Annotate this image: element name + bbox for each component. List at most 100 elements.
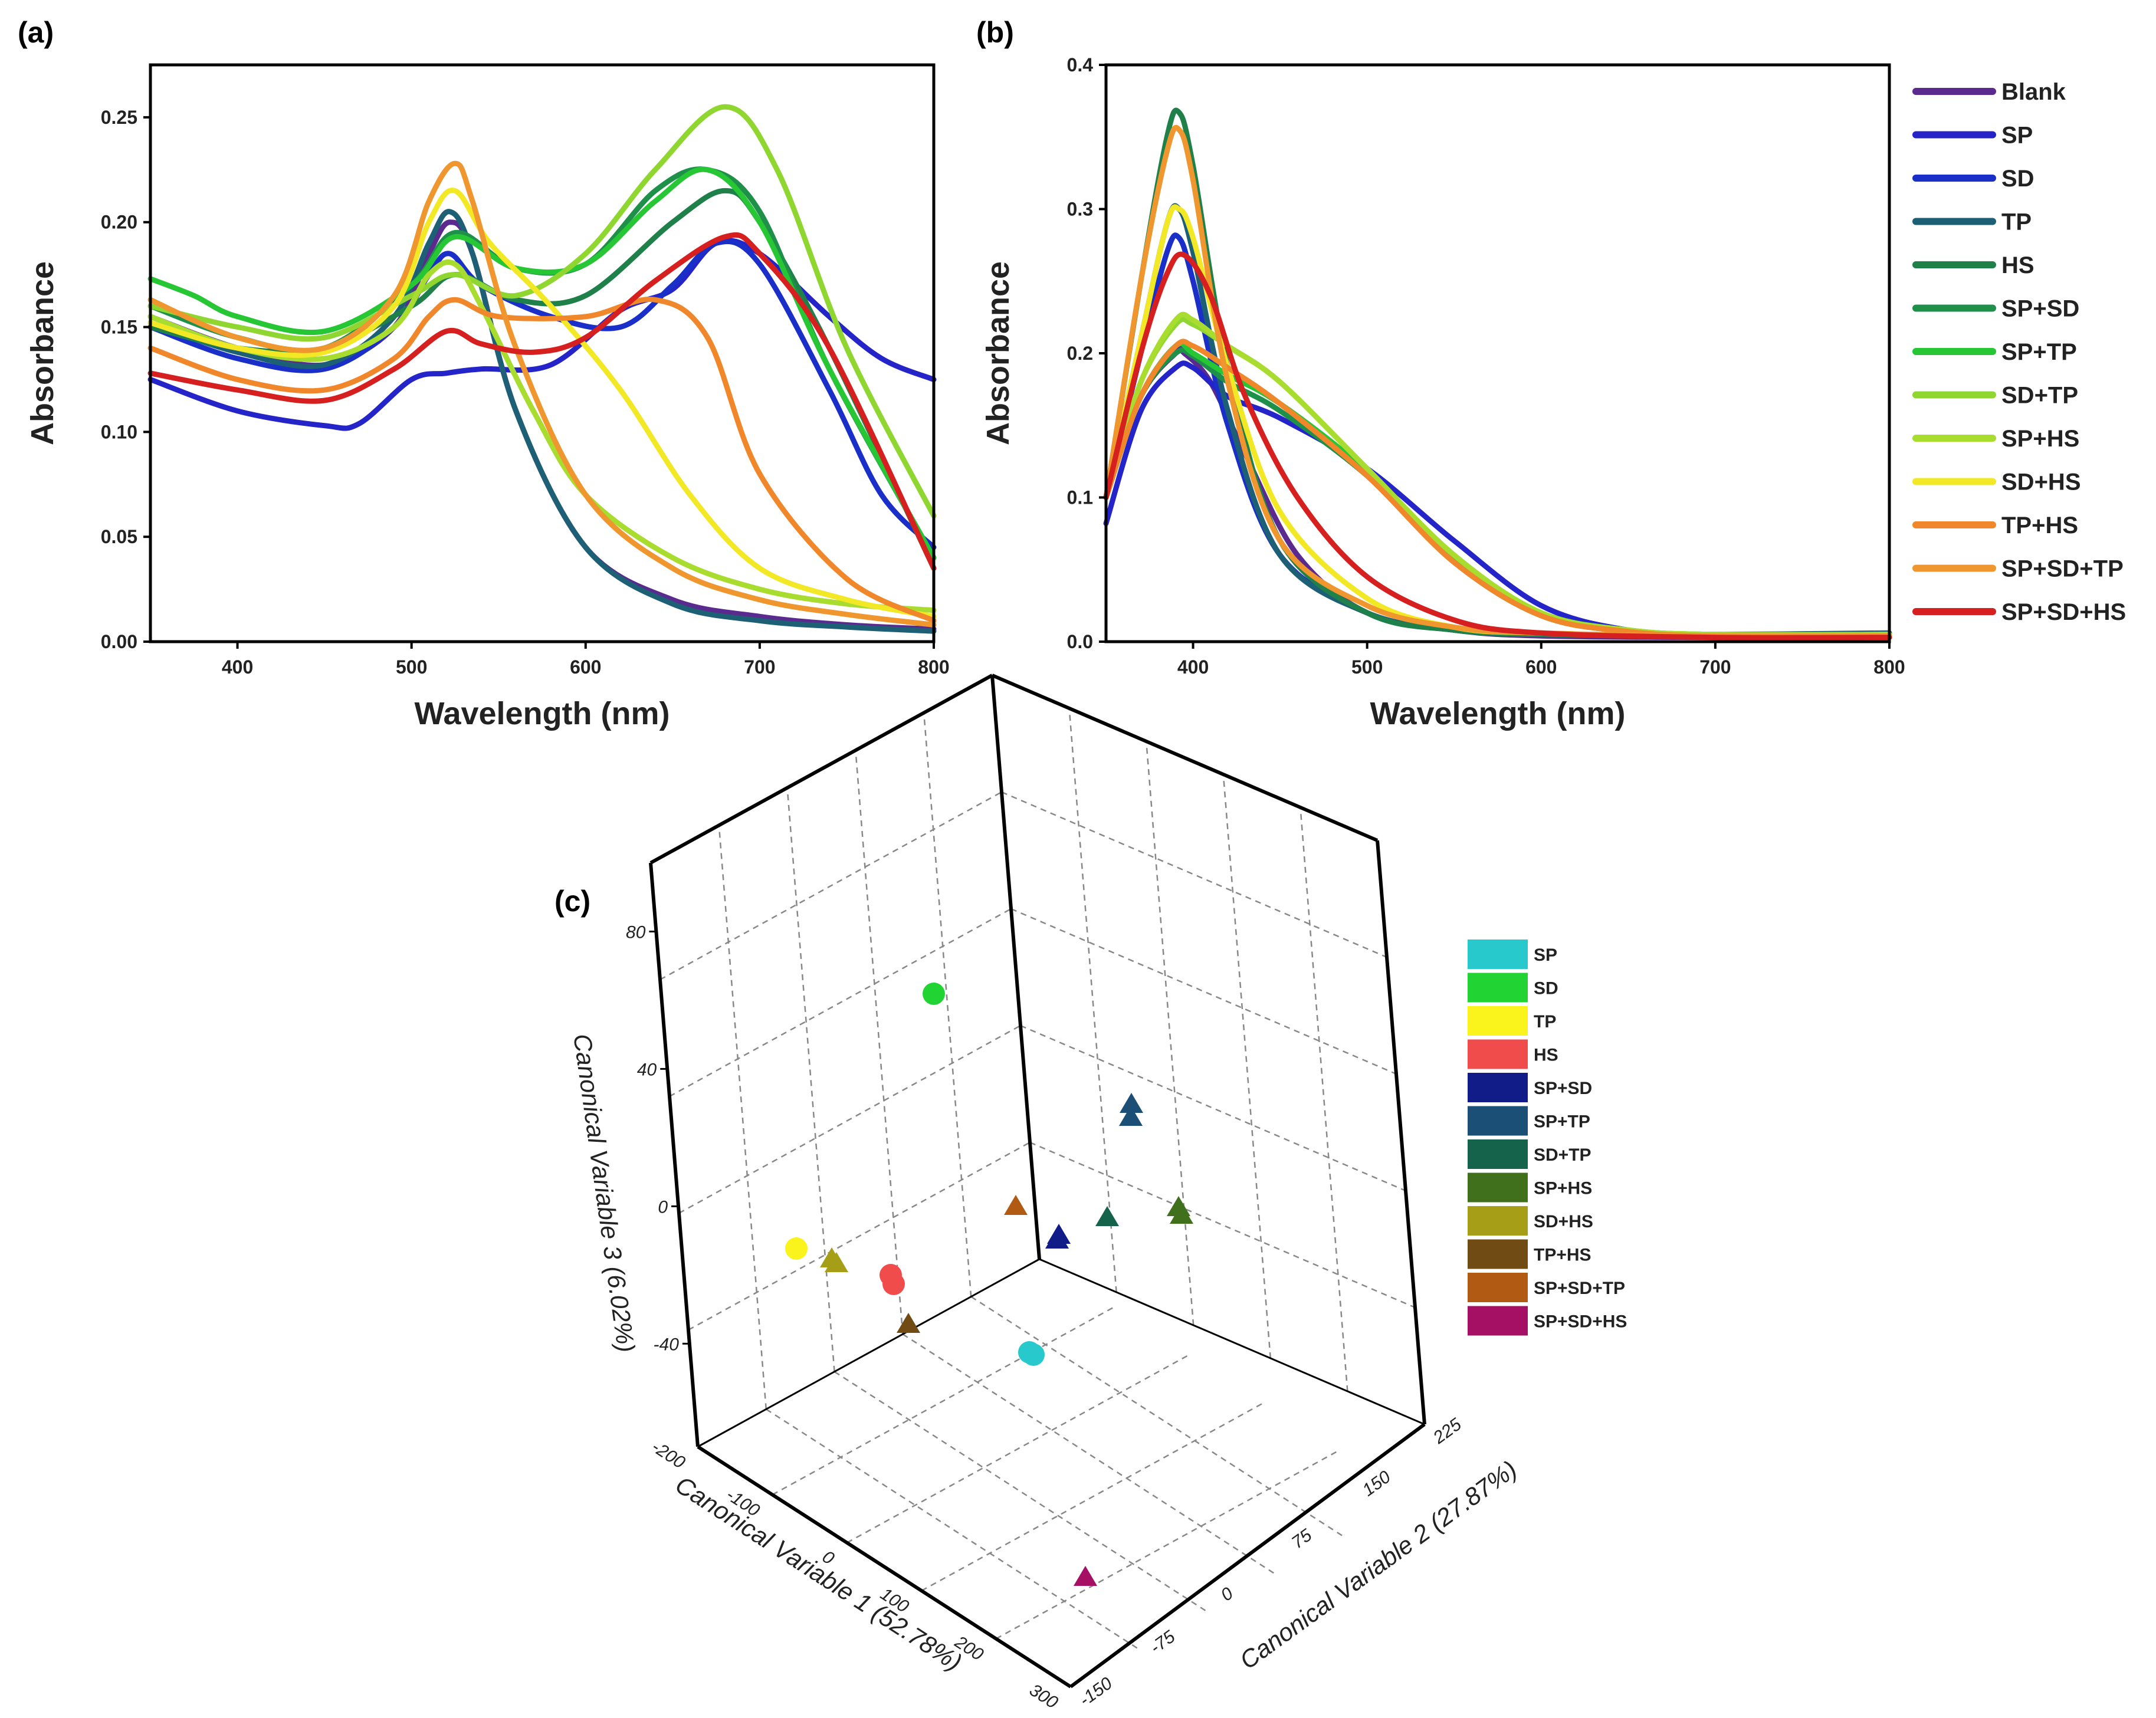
- z-tick-label: 40: [637, 1060, 657, 1079]
- legend-label: SD+TP: [1534, 1145, 1591, 1165]
- box-edge: [1039, 1258, 1425, 1425]
- wall-gridline: [1299, 807, 1348, 1392]
- y-tick-label: 0.25: [101, 107, 137, 128]
- y-axis-label: Absorbance: [25, 261, 60, 445]
- legend-label: SP+SD+TP: [1534, 1279, 1625, 1298]
- x-tick-label: 500: [1351, 656, 1383, 678]
- wall-gridline: [659, 791, 1002, 981]
- legend-label: Blank: [2001, 79, 2066, 105]
- floor-gridline: [766, 1408, 1140, 1650]
- z-axis-label: Canonical Variable 3 (6.02%): [568, 1032, 640, 1354]
- scatter-point: [785, 1237, 808, 1260]
- box-edge: [990, 675, 1041, 1260]
- box-edge: [649, 674, 993, 865]
- legend-label: HS: [1534, 1046, 1558, 1065]
- legend-swatch: [1468, 1106, 1528, 1136]
- legend-label: SD: [2001, 166, 2034, 192]
- wall-gridline: [1068, 708, 1117, 1293]
- legend-swatch: [1468, 1206, 1528, 1236]
- box-edge: [991, 674, 1379, 842]
- y-tick-label: 0.15: [101, 317, 137, 338]
- legend-swatch: [1468, 1239, 1528, 1269]
- z-tick-label: -40: [654, 1335, 680, 1354]
- series-line-a-11: [147, 160, 937, 628]
- legend-swatch: [1468, 1006, 1528, 1036]
- legend-label: SD+HS: [1534, 1212, 1593, 1231]
- legend-swatch: [1468, 1306, 1528, 1336]
- y-tick-label: 0.00: [101, 631, 137, 652]
- legend-label: SP+TP: [1534, 1112, 1590, 1132]
- series-line-b-9: [1103, 204, 1892, 639]
- legend-b: Blank SP SD TP HS SP+SD SP+TP SD+TP SP+HS SD+HS TP…: [1912, 79, 2126, 625]
- series-line-b-12: [1103, 251, 1892, 640]
- legend-label: SP+HS: [2001, 426, 2079, 452]
- x-tick-label: 300: [1026, 1680, 1061, 1713]
- panel-label-c: (c): [554, 885, 590, 918]
- x-tick-label: 600: [570, 656, 601, 678]
- y-tick-label: 0.1: [1067, 487, 1093, 508]
- y-tick-label: 0.20: [101, 212, 137, 233]
- box-edge: [1376, 840, 1426, 1425]
- box-edge: [697, 1445, 1072, 1689]
- chart-b: 400 500 600 700 800 0.0 0.1 0.2 0.3 0.4 Wavelength…: [980, 54, 1905, 731]
- z-tick-label: 0: [658, 1197, 668, 1217]
- scatter-point: [1074, 1566, 1097, 1586]
- y-tick-label: 0: [1218, 1584, 1237, 1605]
- panel-label-a: (a): [18, 16, 54, 49]
- series-line-b-3: [1103, 203, 1892, 638]
- x-tick-label: 500: [396, 656, 427, 678]
- wall-gridline: [923, 712, 972, 1297]
- wall-gridline: [669, 908, 1012, 1098]
- wall-gridline: [786, 787, 835, 1372]
- wall-gridline: [1010, 908, 1397, 1075]
- scatter-point: [1120, 1093, 1143, 1113]
- scatter-point: [825, 1252, 848, 1272]
- wall-gridline: [1020, 1024, 1406, 1192]
- scatter-point: [1170, 1204, 1193, 1224]
- legend-swatch: [1468, 1273, 1528, 1302]
- floor-gridline: [995, 1450, 1338, 1640]
- y-tick-label: 150: [1359, 1467, 1394, 1500]
- series-line-a-12: [147, 232, 937, 571]
- scatter-point: [1022, 1343, 1045, 1366]
- legend-label: TP: [1534, 1012, 1556, 1032]
- floor-gridline: [902, 1333, 1276, 1575]
- legend-c: SP SD TP HS SP+SD SP+TP SD+TP SP+HS SD+HS TP+HS SP…: [1468, 940, 1627, 1336]
- legend-label: SP+HS: [1534, 1179, 1592, 1198]
- legend-label: SP+SD+HS: [1534, 1312, 1627, 1332]
- x-tick-label: 700: [744, 656, 775, 678]
- legend-label: SP: [1534, 945, 1557, 965]
- x-axis-label: Wavelength (nm): [1370, 696, 1625, 731]
- legend-label: SP: [2001, 123, 2033, 149]
- legend-swatch: [1468, 1073, 1528, 1102]
- floor-gridline: [846, 1354, 1189, 1543]
- scatter-point: [1004, 1195, 1028, 1215]
- scatter-point: [1045, 1228, 1069, 1249]
- x-tick-label: 800: [918, 656, 949, 678]
- y-tick-label: 0.3: [1067, 199, 1093, 220]
- series-line-a-10: [147, 297, 937, 623]
- scatter-point: [923, 983, 945, 1005]
- legend-label: SP+SD: [1534, 1079, 1592, 1098]
- y-axis-label: Absorbance: [980, 261, 1016, 445]
- y-tick-label: 0.10: [101, 421, 137, 442]
- x-tick-label: 600: [1525, 656, 1557, 678]
- legend-swatch: [1468, 1139, 1528, 1169]
- x-tick-label: -200: [648, 1437, 689, 1473]
- x-tick-label: 400: [222, 656, 253, 678]
- wall-gridline: [678, 1024, 1021, 1214]
- wall-gridline: [688, 1141, 1031, 1331]
- x-tick-label: 700: [1699, 656, 1731, 678]
- legend-label: SP+SD+TP: [2001, 556, 2124, 582]
- y-tick-label: 0.2: [1067, 343, 1093, 364]
- y-tick-label: 75: [1288, 1525, 1316, 1552]
- plot-frame: [149, 63, 936, 643]
- wall-gridline: [855, 750, 904, 1335]
- wall-gridline: [1029, 1141, 1416, 1309]
- chart-a: 400 500 600 700 800 0.00 0.05 0.10 0.15 0.20 0.25 W…: [25, 63, 950, 731]
- scatter-point: [1095, 1206, 1119, 1226]
- wall-gridline: [1145, 741, 1195, 1326]
- wall-gridline: [718, 825, 767, 1410]
- scatter-point: [1119, 1106, 1143, 1126]
